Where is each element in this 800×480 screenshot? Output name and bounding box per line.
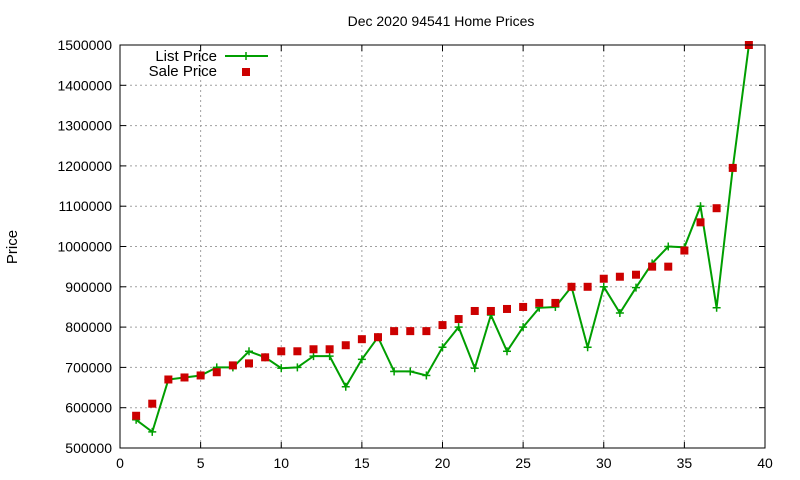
list-price-point [470, 364, 479, 373]
sale-price-point [374, 333, 382, 342]
list-price-point [454, 323, 463, 332]
sale-price-point [357, 335, 366, 344]
sale-price-point [599, 274, 608, 283]
list-price-point [422, 371, 431, 380]
y-tick-label: 1300000 [57, 118, 112, 134]
list-price-line [135, 44, 750, 434]
sale-price-point [454, 315, 463, 324]
x-tick-label: 0 [116, 455, 124, 471]
x-tick-label: 35 [677, 455, 693, 471]
list-price-point [712, 303, 721, 312]
sale-price-point [712, 204, 721, 213]
sale-price-point [277, 347, 286, 356]
list-price-point [615, 308, 624, 317]
y-tick-label: 700000 [65, 359, 112, 375]
y-tick-label: 1200000 [57, 158, 112, 174]
list-price-point [309, 352, 318, 361]
y-tick-label: 1000000 [57, 239, 112, 255]
list-price-point [599, 282, 608, 291]
sale-price-point [390, 327, 399, 336]
y-tick-label: 800000 [65, 319, 112, 335]
list-price-point [406, 367, 415, 376]
x-tick-label: 15 [354, 455, 370, 471]
legend-label-sale-price: Sale Price [149, 63, 217, 80]
sale-price-point [245, 359, 253, 368]
sale-price-point [228, 361, 237, 370]
sale-price-point [486, 306, 495, 315]
y-ticks: 500000 600000 700000 800000 900000 1000000 110… [57, 37, 765, 456]
list-price-point [664, 242, 673, 251]
list-price-point [341, 382, 350, 391]
x-tick-label: 10 [273, 455, 289, 471]
sale-price-point [615, 272, 624, 281]
list-price-point [390, 367, 399, 376]
legend-marker-list-price [242, 52, 250, 60]
legend-marker-sale-price [242, 68, 250, 76]
sale-price-point [406, 327, 415, 336]
sale-price-point [341, 341, 350, 350]
sale-price-point [583, 282, 592, 291]
y-axis-label: Price [4, 230, 21, 264]
list-price-point [696, 202, 705, 211]
sale-price-point [470, 306, 479, 315]
sale-price-point [164, 375, 173, 384]
sale-price-point [664, 262, 673, 271]
sale-price-point [728, 163, 737, 172]
sale-price-point [196, 371, 205, 380]
list-price-point [519, 323, 528, 332]
list-price-point [438, 343, 447, 352]
y-tick-label: 1500000 [57, 37, 112, 53]
x-tick-label: 30 [596, 455, 612, 471]
list-price-point [148, 427, 157, 436]
sale-price-point [309, 345, 318, 354]
list-price-point [245, 347, 253, 356]
list-price-point [277, 364, 286, 373]
list-price-point [503, 347, 511, 356]
x-ticks: 0 5 10 15 20 25 30 35 40 [116, 45, 773, 471]
sale-price-point [132, 411, 141, 420]
sale-price-point [551, 298, 560, 307]
y-tick-label: 1100000 [59, 198, 113, 214]
x-tick-label: 40 [757, 455, 773, 471]
sale-price-point [567, 282, 576, 291]
list-price-point [293, 363, 302, 372]
y-tick-label: 500000 [65, 440, 112, 456]
chart-title: Dec 2020 94541 Home Prices [348, 13, 535, 29]
list-price-point [632, 283, 640, 292]
data-layer [132, 41, 753, 436]
sale-price-point [180, 373, 189, 382]
sale-price-point [519, 302, 528, 311]
sale-price-point [632, 270, 640, 279]
sale-price-point [438, 321, 447, 330]
sale-price-point [696, 218, 705, 227]
y-tick-label: 1400000 [57, 77, 112, 93]
sale-price-point [422, 327, 431, 336]
sale-price-point [212, 368, 221, 377]
legend-label-list-price: List Price [155, 48, 217, 65]
list-price-point [583, 343, 592, 352]
sale-price-point [503, 304, 511, 313]
sale-price-point [535, 298, 544, 307]
sale-price-point [261, 353, 270, 362]
list-price-point [325, 352, 334, 361]
sale-price-point [293, 347, 302, 356]
x-tick-label: 5 [197, 455, 205, 471]
sale-price-point [648, 262, 657, 271]
x-tick-label: 25 [515, 455, 531, 471]
y-tick-label: 600000 [65, 400, 112, 416]
list-price-point [357, 355, 366, 364]
x-tick-label: 20 [435, 455, 451, 471]
sale-price-point [680, 246, 689, 255]
y-tick-label: 900000 [65, 279, 112, 295]
sale-price-point [148, 399, 157, 408]
sale-price-point [325, 345, 334, 354]
